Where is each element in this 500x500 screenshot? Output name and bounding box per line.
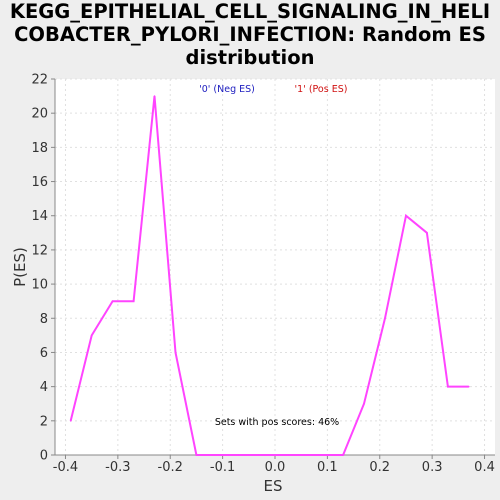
chart-title: KEGG_EPITHELIAL_CELL_SIGNALING_IN_HELI C… — [0, 0, 500, 69]
y-tick-label: 2 — [40, 414, 48, 429]
x-axis-title: ES — [264, 477, 283, 495]
y-axis-title: P(ES) — [11, 247, 29, 287]
y-tick-label: 18 — [31, 141, 48, 156]
x-tick-label: 0.3 — [422, 460, 443, 475]
data-point — [426, 232, 428, 234]
data-point — [258, 454, 261, 456]
legend-entry-pos: '1' (Pos ES) — [295, 84, 348, 95]
x-tick-label: 0.4 — [474, 460, 495, 475]
series-layer — [69, 95, 470, 456]
x-tick-label: -0.2 — [158, 460, 183, 475]
data-point — [69, 420, 72, 422]
y-tick-label: 6 — [40, 346, 48, 361]
data-point — [342, 454, 344, 456]
chart-title-line-3: distribution — [185, 46, 315, 69]
data-point — [447, 385, 449, 388]
x-tick-label: 0.1 — [317, 460, 338, 475]
data-point — [216, 454, 219, 456]
data-point — [384, 317, 386, 320]
x-tick-label: 0.0 — [265, 460, 286, 475]
data-point — [174, 351, 177, 354]
x-tick-label: -0.3 — [105, 460, 130, 475]
y-tick-label: 20 — [31, 107, 48, 122]
es-distribution-line — [69, 95, 469, 456]
data-point — [321, 454, 323, 456]
data-point — [153, 95, 156, 97]
pos-score-annotation: Sets with pos scores: 46% — [215, 417, 339, 428]
legend-entry-neg: '0' (Neg ES) — [199, 84, 255, 95]
data-point — [300, 454, 302, 456]
data-point — [195, 454, 198, 456]
data-point — [279, 454, 282, 456]
y-tick-label: 14 — [31, 209, 48, 224]
data-point — [90, 334, 93, 337]
data-point — [363, 402, 365, 405]
y-tick-label: 12 — [31, 243, 48, 258]
data-point — [237, 454, 240, 456]
data-point — [468, 385, 470, 388]
y-tick-label: 8 — [40, 312, 48, 327]
y-tick-label: 16 — [31, 175, 48, 190]
x-tick-label: 0.2 — [369, 460, 390, 475]
y-tick-label: 4 — [40, 380, 48, 395]
data-point — [405, 214, 407, 217]
x-tick-label: -0.4 — [53, 460, 78, 475]
data-point — [132, 300, 135, 302]
y-tick-label: 10 — [31, 278, 48, 293]
x-tick-label: -0.1 — [210, 460, 235, 475]
y-tick-label: 0 — [40, 449, 48, 464]
chart-title-line-1: KEGG_EPITHELIAL_CELL_SIGNALING_IN_HELI — [9, 0, 491, 23]
data-point — [111, 300, 114, 302]
chart-title-line-2: COBACTER_PYLORI_INFECTION: Random ES — [14, 23, 486, 46]
plot-area — [55, 79, 495, 455]
y-tick-label: 22 — [31, 73, 48, 88]
